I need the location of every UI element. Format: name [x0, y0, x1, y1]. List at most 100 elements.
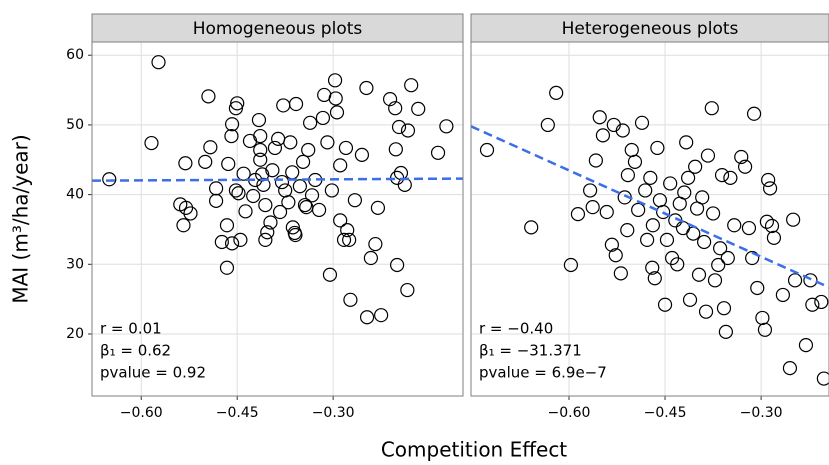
point [734, 149, 749, 165]
point [267, 140, 283, 156]
point [764, 218, 780, 234]
x-tick-label: −0.60 [120, 405, 163, 421]
point [647, 271, 662, 286]
point [720, 250, 735, 266]
point [524, 220, 539, 235]
point [228, 183, 244, 198]
point [304, 188, 320, 203]
y-tick-label: 30 [66, 256, 84, 272]
point [588, 153, 603, 168]
point [343, 292, 358, 307]
point [292, 179, 307, 194]
strip [470, 13, 829, 43]
point [265, 163, 280, 178]
point [805, 297, 820, 312]
point [656, 204, 671, 220]
point [714, 167, 730, 183]
point [256, 177, 271, 192]
point [697, 234, 712, 250]
x-tick-label: −0.45 [216, 405, 259, 421]
point [650, 140, 665, 156]
point [592, 110, 607, 125]
point [563, 257, 579, 273]
y-tick-label: 60 [66, 47, 84, 63]
point [540, 117, 555, 133]
point [745, 250, 760, 266]
point [750, 280, 765, 296]
point [659, 232, 675, 248]
point [272, 204, 288, 220]
point [766, 230, 782, 245]
point [620, 223, 635, 238]
trend-line [91, 177, 464, 182]
point [388, 101, 403, 116]
point [201, 89, 216, 104]
panel-border [91, 41, 464, 397]
point [342, 232, 357, 248]
point [287, 225, 302, 241]
point [322, 267, 338, 282]
point [246, 188, 261, 204]
point [782, 361, 798, 376]
point [595, 128, 611, 143]
point [338, 140, 354, 156]
point [645, 260, 660, 275]
x-tick-label: −0.45 [644, 405, 687, 421]
point [718, 324, 733, 339]
point [151, 55, 166, 70]
point [251, 112, 267, 128]
point [221, 156, 236, 172]
point [746, 106, 762, 121]
panel-title: Heterogeneous plots [562, 19, 739, 39]
annotation: β₁ = −31.371 [479, 342, 582, 360]
point [704, 101, 719, 116]
point [439, 119, 454, 134]
y-tick-label: 50 [66, 117, 84, 133]
point [347, 193, 362, 208]
point [359, 80, 374, 96]
x-tick-label: −0.30 [312, 405, 355, 421]
point [303, 115, 318, 130]
point [183, 206, 198, 221]
point [738, 159, 753, 174]
point [711, 257, 726, 273]
point [333, 213, 348, 228]
point [723, 170, 738, 185]
point [260, 225, 275, 240]
point [761, 172, 776, 188]
point [238, 204, 253, 219]
point [613, 266, 628, 281]
x-tick-label: −0.60 [548, 405, 591, 421]
point [549, 85, 564, 100]
panel-title: Homogeneous plots [193, 19, 363, 39]
point [679, 135, 694, 150]
point [224, 117, 240, 132]
annotation: pvalue = 0.92 [100, 364, 206, 382]
point [400, 123, 416, 138]
point [230, 96, 245, 111]
point [354, 147, 370, 162]
point [233, 232, 248, 248]
point [727, 218, 742, 233]
point [327, 73, 343, 88]
point [368, 236, 383, 252]
point [219, 218, 235, 233]
point [695, 190, 710, 205]
point [263, 215, 278, 230]
point [681, 170, 696, 185]
point [400, 282, 415, 298]
y-tick-label: 20 [66, 326, 84, 342]
point [775, 287, 790, 303]
y-tick-label: 40 [66, 187, 84, 203]
point [615, 123, 630, 138]
point [281, 195, 296, 210]
point [391, 119, 407, 135]
point [759, 214, 774, 229]
trend-line [470, 125, 829, 289]
point [178, 156, 193, 171]
point [219, 260, 235, 275]
point [798, 338, 814, 353]
point [274, 174, 290, 190]
annotation: r = 0.01 [100, 320, 162, 338]
